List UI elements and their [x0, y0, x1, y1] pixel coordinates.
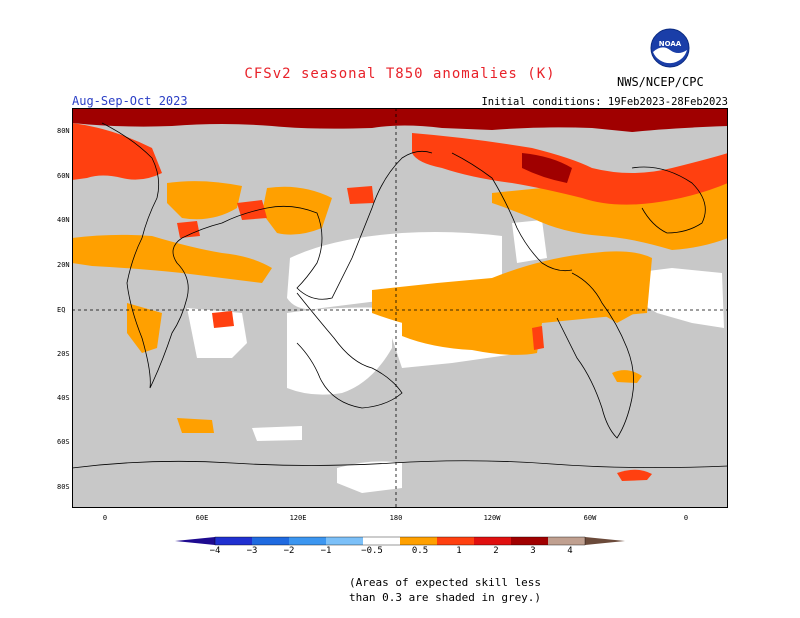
svg-text:NOAA: NOAA	[659, 40, 682, 48]
colorbar-segment	[289, 537, 326, 545]
colorbar-label: 0.5	[411, 546, 429, 556]
colorbar	[175, 536, 625, 546]
lat-label: 40S	[57, 394, 70, 402]
colorbar-label: 3	[530, 546, 536, 556]
skill-note: (Areas of expected skill less than 0.3 a…	[349, 575, 541, 605]
colorbar-segment	[252, 537, 289, 545]
lat-label: 60N	[57, 172, 70, 180]
colorbar-segment	[548, 537, 585, 545]
colorbar-label: −0.5	[361, 546, 383, 556]
noaa-logo: NOAA	[650, 28, 690, 68]
lat-label: 60S	[57, 438, 70, 446]
colorbar-label: −3	[246, 546, 258, 556]
anomaly-map	[72, 108, 728, 508]
colorbar-segment	[363, 537, 400, 545]
colorbar-arrow-low	[175, 537, 215, 545]
lon-label: 0	[102, 514, 108, 522]
colorbar-segment	[326, 537, 363, 545]
colorbar-segment	[215, 537, 252, 545]
coastlines	[72, 122, 728, 469]
credit-label: NWS/NCEP/CPC	[617, 75, 704, 89]
initial-conditions: Initial conditions: 19Feb2023-28Feb2023	[481, 96, 728, 108]
colorbar-label: −2	[283, 546, 295, 556]
lat-label: 80N	[57, 127, 70, 135]
colorbar-segment	[511, 537, 548, 545]
colorbar-label: 4	[567, 546, 573, 556]
colorbar-label: 1	[456, 546, 462, 556]
lon-label: 120W	[483, 514, 501, 522]
lat-label: 20S	[57, 350, 70, 358]
colorbar-label: −4	[209, 546, 221, 556]
map-frame	[72, 108, 728, 508]
colorbar-segment	[437, 537, 474, 545]
season-label: Aug-Sep-Oct 2023	[72, 94, 188, 108]
colorbar-segment	[474, 537, 511, 545]
colorbar-segment-neutral	[400, 537, 437, 545]
lat-label: 20N	[57, 261, 70, 269]
colorbar-label: −1	[320, 546, 332, 556]
colorbar-arrow-high	[585, 537, 625, 545]
lat-label: EQ	[57, 306, 66, 314]
lon-label: 180	[389, 514, 403, 522]
colorbar-label: 2	[493, 546, 499, 556]
map-title: CFSv2 seasonal T850 anomalies (K)	[244, 66, 556, 82]
anomaly-2-to-3	[72, 108, 728, 183]
lon-label: 60E	[195, 514, 209, 522]
lon-label: 0	[683, 514, 689, 522]
lat-label: 40N	[57, 216, 70, 224]
lon-label: 60W	[583, 514, 597, 522]
lon-label: 120E	[289, 514, 307, 522]
lat-label: 80S	[57, 483, 70, 491]
skill-note-line1: (Areas of expected skill less	[349, 576, 542, 589]
skill-note-line2: than 0.3 are shaded in grey.)	[349, 591, 542, 604]
